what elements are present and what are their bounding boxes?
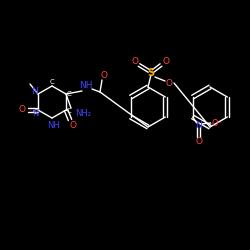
Text: O: O <box>132 56 138 66</box>
Text: O: O <box>166 80 172 88</box>
Text: NH₂: NH₂ <box>75 110 91 118</box>
Text: O: O <box>100 70 107 80</box>
Text: NH: NH <box>79 82 93 90</box>
Text: O⁻: O⁻ <box>211 118 222 128</box>
Text: N: N <box>195 120 202 130</box>
Text: N: N <box>32 88 38 96</box>
Text: C: C <box>32 109 38 115</box>
Text: O: O <box>195 138 202 146</box>
Text: N: N <box>32 110 38 118</box>
Text: C: C <box>66 108 71 114</box>
Text: O: O <box>70 122 76 130</box>
Text: O: O <box>162 58 170 66</box>
Text: O: O <box>18 106 26 114</box>
Text: S: S <box>148 68 154 78</box>
Text: C: C <box>66 91 71 97</box>
Text: NH: NH <box>48 120 60 130</box>
Text: C: C <box>50 79 54 85</box>
